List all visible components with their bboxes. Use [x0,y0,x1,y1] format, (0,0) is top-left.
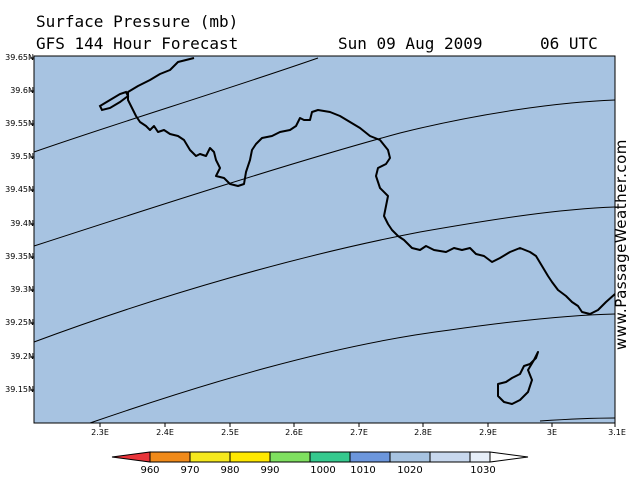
lon-label: 3.1E [608,428,626,437]
credit-text: www.PassageWeather.com [612,139,630,350]
lat-label: 39.6N [10,86,34,95]
lat-label: 39.55N [5,119,34,128]
colorbar-segment [269,451,311,463]
island-cabrera [497,351,539,405]
colorbar-label: 1010 [350,465,376,476]
colorbar-arrow-left [111,451,151,463]
lon-label: 2.7E [350,428,368,437]
lon-label: 2.9E [479,428,497,437]
lon-label: 2.6E [285,428,303,437]
colorbar-label: 960 [140,465,160,476]
isobar-line [33,57,319,153]
lon-label: 3E [546,428,558,437]
isobar-line [89,313,616,424]
colorbar-label: 1000 [310,465,336,476]
colorbar-segment [309,451,351,463]
lat-label: 39.65N [5,53,34,62]
isobar-line [539,417,616,422]
coastline-mallorca [127,57,616,315]
map-sea-area [33,55,616,424]
lon-label: 2.3E [91,428,109,437]
colorbar-segment [189,451,231,463]
lat-label: 39.15N [5,385,34,394]
lat-label: 39.25N [5,318,34,327]
forecast-time: 06 UTC [540,34,598,53]
colorbar-segment [469,451,491,463]
lat-label: 39.2N [10,352,34,361]
colorbar-segment [149,451,191,463]
colorbar-segment [429,451,471,463]
colorbar-segment [229,451,271,463]
lat-label: 39.45N [5,185,34,194]
lat-label: 39.5N [10,152,34,161]
colorbar-segment [389,451,431,463]
colorbar-label: 1020 [397,465,423,476]
islet-dragonera [98,90,130,112]
colorbar-label: 990 [260,465,280,476]
lon-label: 2.4E [156,428,174,437]
colorbar [111,451,529,463]
chart-title: Surface Pressure (mb) [36,12,239,31]
lat-label: 39.3N [10,285,34,294]
colorbar-arrow-right [489,451,529,463]
forecast-date: Sun 09 Aug 2009 [338,34,483,53]
colorbar-label: 980 [220,465,240,476]
colorbar-label: 970 [180,465,200,476]
lon-label: 2.8E [414,428,432,437]
colorbar-label: 1030 [470,465,496,476]
lon-label: 2.5E [221,428,239,437]
forecast-model: GFS 144 Hour Forecast [36,34,239,53]
lat-label: 39.4N [10,219,34,228]
colorbar-segment [349,451,391,463]
isobar-line [33,206,616,343]
lat-label: 39.35N [5,252,34,261]
